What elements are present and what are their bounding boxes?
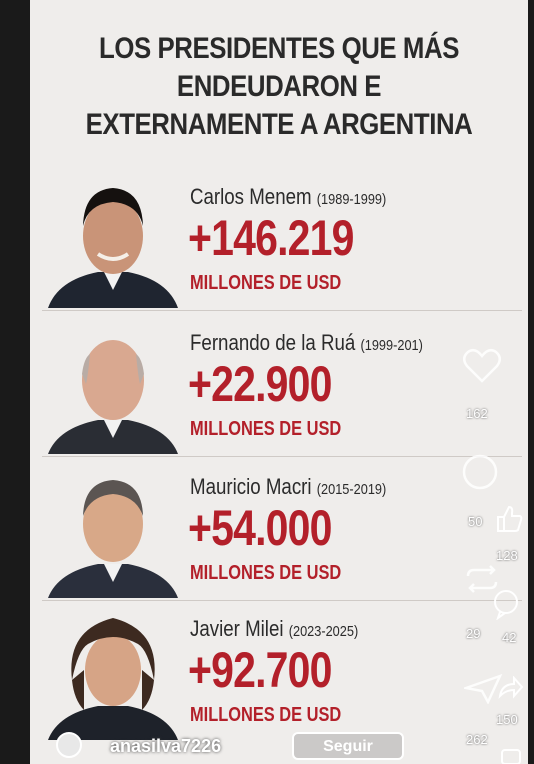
debt-amount: +146.219 [188, 210, 354, 266]
comment-icon[interactable] [460, 452, 500, 492]
president-portrait-icon [48, 618, 178, 740]
title-line-3: EXTERNAMENTE A ARGENTINA [85, 108, 473, 141]
president-name: Mauricio Macri [190, 474, 312, 499]
president-years: (2015-2019) [316, 481, 387, 498]
president-name: Carlos Menem [190, 184, 312, 209]
president-years: (1989-1999) [316, 191, 387, 208]
president-years: (2023-2025) [288, 623, 359, 640]
debt-amount: +22.900 [188, 356, 332, 412]
forward-arrow-icon[interactable] [498, 676, 524, 700]
reply-count: 42 [502, 630, 517, 645]
divider [42, 600, 522, 601]
president-entry: Fernando de la Ruá (1999-201) +22.900 MI… [30, 314, 528, 454]
author-bar: anasilva7226 Seguir [30, 730, 510, 764]
avatar[interactable] [56, 732, 82, 758]
president-name: Javier Milei [190, 616, 284, 641]
president-entry: Javier Milei (2023-2025) +92.700 MILLONE… [30, 600, 528, 740]
thumbs-up-icon[interactable] [494, 504, 524, 534]
debt-unit: MILLONES DE USD [190, 562, 342, 584]
follow-button[interactable]: Seguir [292, 732, 404, 760]
debt-unit: MILLONES DE USD [190, 704, 342, 726]
username[interactable]: anasilva7226 [110, 736, 222, 756]
comment-count: 50 [468, 514, 483, 529]
debt-unit: MILLONES DE USD [190, 272, 342, 294]
share-count: 150 [496, 712, 518, 727]
share-icon[interactable] [464, 672, 504, 704]
title-line-1: LOS PRESIDENTES QUE MÁS [99, 32, 459, 65]
debt-unit: MILLONES DE USD [190, 418, 342, 440]
president-name: Fernando de la Ruá [190, 330, 356, 355]
president-entry: Mauricio Macri (2015-2019) +54.000 MILLO… [30, 458, 528, 598]
thumbs-count: 128 [496, 548, 518, 563]
divider [42, 456, 522, 457]
president-entry: Carlos Menem (1989-1999) +146.219 MILLON… [30, 168, 528, 308]
square-icon[interactable] [500, 748, 522, 764]
extra-count: 262 [466, 732, 488, 747]
debt-amount: +92.700 [188, 642, 332, 698]
like-count: 162 [466, 406, 488, 421]
repost-count: 29 [466, 626, 481, 641]
post-image-card: LOS PRESIDENTES QUE MÁS ENDEUDARON E EXT… [30, 0, 528, 764]
president-years: (1999-201) [360, 337, 423, 354]
president-portrait-icon [48, 480, 178, 598]
president-portrait-icon [48, 340, 178, 454]
title-line-2: ENDEUDARON E [176, 70, 382, 103]
debt-amount: +54.000 [188, 500, 332, 556]
repost-icon[interactable] [462, 564, 502, 594]
infographic-title: LOS PRESIDENTES QUE MÁS ENDEUDARON E EXT… [65, 30, 493, 144]
reply-icon[interactable] [490, 588, 522, 620]
divider [42, 310, 522, 311]
heart-icon[interactable] [462, 348, 502, 384]
president-portrait-icon [48, 188, 178, 308]
